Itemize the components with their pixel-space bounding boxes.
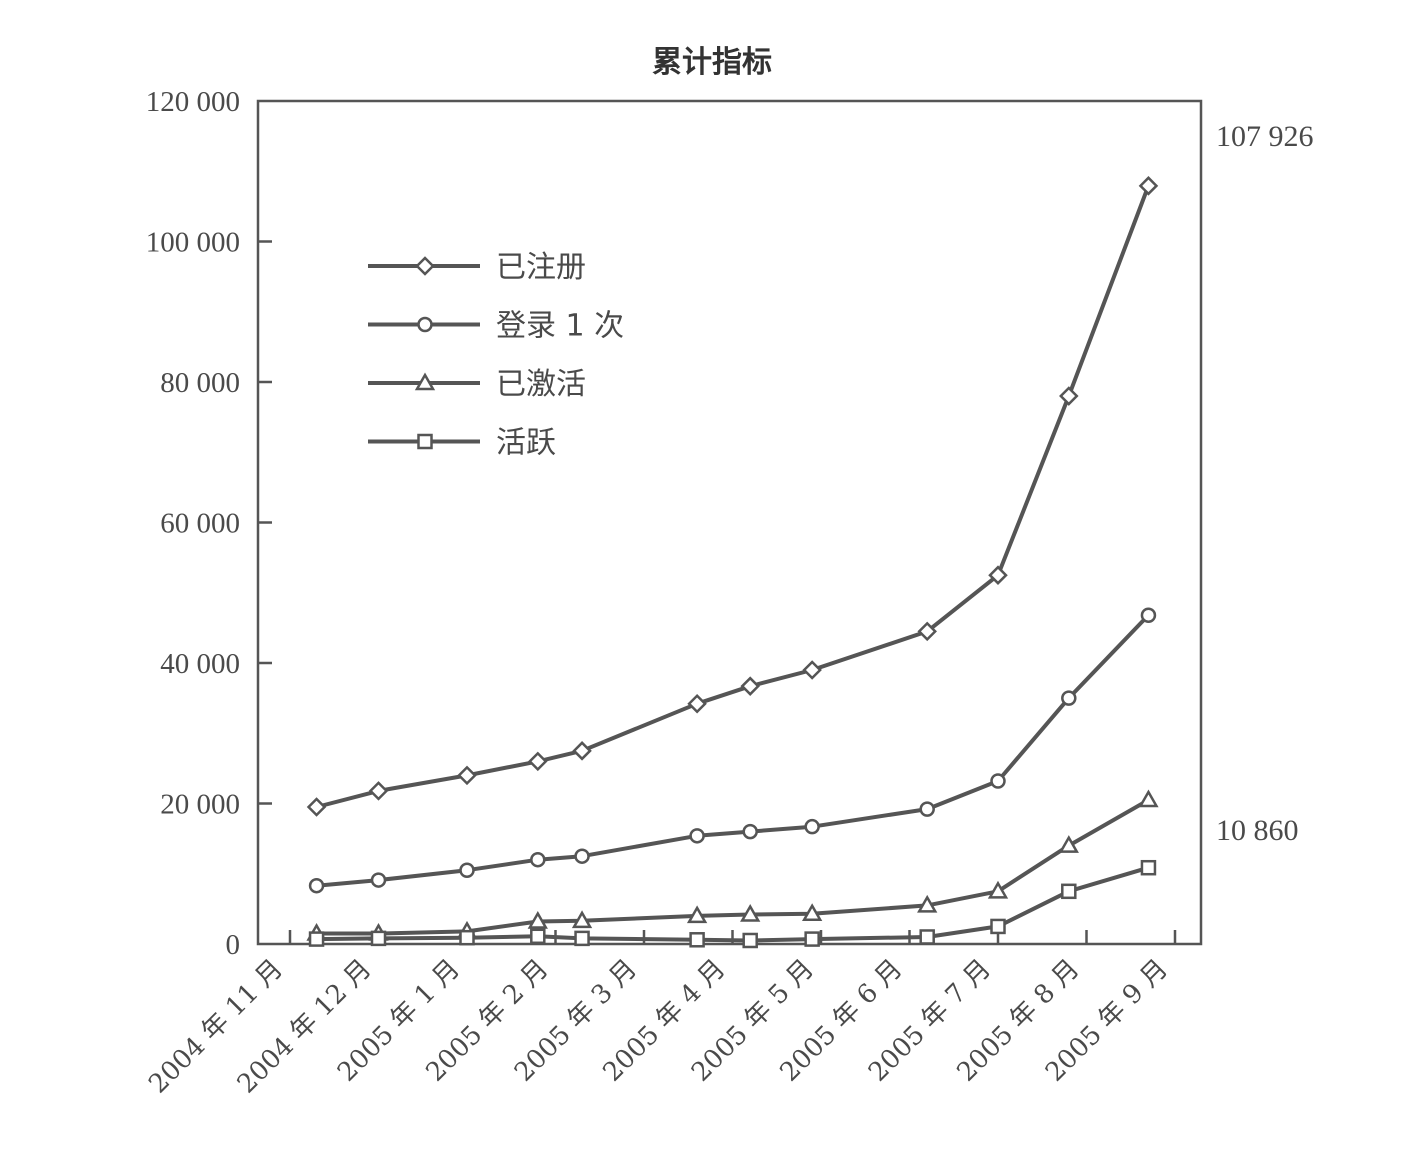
data-point-diamond (1138, 176, 1159, 196)
data-point-square (308, 931, 325, 947)
data-point-diamond (740, 676, 760, 696)
end-value-annotation: 107 926 (1216, 120, 1314, 153)
legend-label: 活跃 (496, 426, 556, 461)
series-line-square (316, 865, 1149, 943)
legend-item: 已激活 (368, 367, 586, 402)
series-line-triangle (316, 798, 1150, 936)
legend-label: 已激活 (496, 367, 586, 402)
data-point-square (1061, 883, 1077, 900)
data-point-diamond (802, 660, 822, 680)
y-tick-label: 80 000 (160, 367, 240, 399)
data-point-diamond (687, 693, 707, 714)
legend-item: 登录 1 次 (368, 309, 624, 344)
y-tick-label: 40 000 (160, 648, 240, 680)
data-point-square (804, 931, 820, 947)
data-point-circle (1061, 690, 1077, 706)
end-value-annotation: 10 860 (1216, 814, 1299, 847)
data-point-square (459, 929, 475, 946)
data-point-square (742, 932, 758, 949)
series-line-circle (316, 613, 1150, 888)
data-point-triangle (801, 903, 823, 922)
data-point-diamond (528, 751, 548, 772)
data-point-diamond (988, 565, 1008, 585)
data-point-diamond (917, 621, 937, 642)
data-point-diamond (457, 765, 477, 786)
data-point-triangle (1138, 789, 1159, 808)
series-layer (306, 176, 1159, 949)
data-point-circle (530, 851, 546, 868)
legend-item: 已注册 (368, 250, 586, 285)
legend-marker-diamond (415, 256, 435, 276)
series-diamond (306, 176, 1159, 817)
y-axis: 0 20 000 40 000 60 000 80 000 100 000 120 000 (146, 86, 272, 961)
legend-item: 活跃 (368, 426, 556, 461)
data-point-circle (990, 773, 1006, 789)
data-point-square (574, 930, 590, 947)
data-point-triangle (527, 911, 548, 929)
series-triangle (306, 789, 1159, 941)
chart-title: 累计指标 (652, 45, 772, 80)
data-point-triangle (917, 894, 938, 913)
data-point-square (530, 928, 546, 945)
data-point-triangle (686, 905, 708, 924)
legend-label: 已注册 (496, 250, 586, 285)
y-tick-label: 60 000 (160, 508, 240, 540)
data-point-square (990, 918, 1006, 935)
data-point-triangle (740, 903, 761, 922)
annotations: 107 926 10 860 (1216, 120, 1314, 847)
data-point-circle (689, 828, 705, 844)
data-point-circle (459, 862, 475, 878)
series-circle (308, 607, 1157, 894)
data-point-circle (1140, 607, 1157, 623)
data-point-square (370, 930, 387, 947)
series-line-diamond (316, 185, 1151, 809)
y-tick-label: 0 (226, 929, 241, 961)
data-point-triangle (987, 880, 1009, 899)
legend-marker-triangle (414, 372, 436, 391)
y-tick-label: 100 000 (146, 227, 240, 259)
legend-label: 登录 1 次 (496, 309, 624, 344)
data-point-diamond (572, 741, 592, 761)
data-point-circle (308, 877, 325, 894)
data-point-diamond (306, 797, 327, 817)
y-tick-label: 120 000 (146, 86, 240, 118)
data-point-circle (804, 818, 820, 835)
data-point-triangle (571, 910, 593, 929)
data-point-diamond (1059, 386, 1079, 406)
data-point-circle (919, 801, 935, 817)
data-point-diamond (368, 781, 389, 801)
data-point-square (1140, 859, 1157, 876)
data-point-circle (370, 872, 387, 888)
data-point-circle (742, 823, 758, 840)
legend-marker-circle (417, 316, 433, 333)
data-point-circle (574, 848, 590, 864)
data-point-triangle (1058, 835, 1079, 853)
data-point-square (689, 932, 705, 948)
y-tick-label: 20 000 (160, 789, 240, 821)
series-square (308, 859, 1157, 949)
legend-marker-square (417, 433, 433, 450)
data-point-square (919, 929, 935, 945)
plot-frame (256, 99, 1203, 946)
